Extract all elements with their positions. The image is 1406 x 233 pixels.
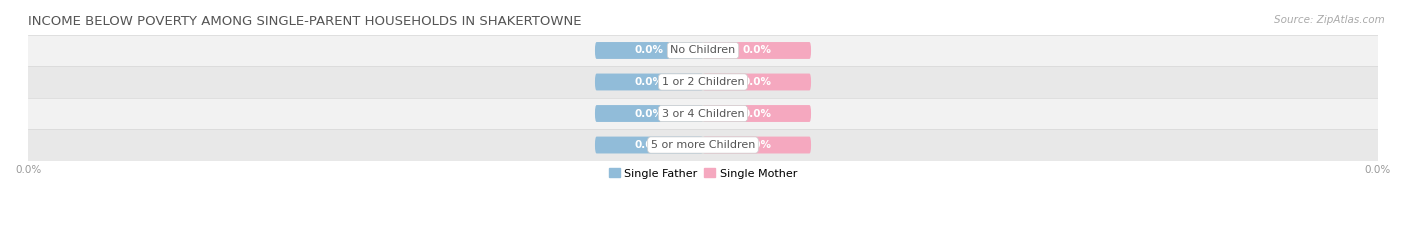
Bar (28, 98, 1378, 129)
Bar (28, 66, 1378, 98)
Text: 0.0%: 0.0% (742, 140, 772, 150)
FancyBboxPatch shape (703, 42, 811, 59)
Text: 3 or 4 Children: 3 or 4 Children (662, 109, 744, 119)
FancyBboxPatch shape (595, 42, 703, 59)
Text: 0.0%: 0.0% (634, 109, 664, 119)
FancyBboxPatch shape (703, 137, 811, 154)
FancyBboxPatch shape (703, 105, 811, 122)
Text: 1 or 2 Children: 1 or 2 Children (662, 77, 744, 87)
Bar (28, 129, 1378, 161)
Text: 5 or more Children: 5 or more Children (651, 140, 755, 150)
FancyBboxPatch shape (595, 74, 703, 90)
Text: INCOME BELOW POVERTY AMONG SINGLE-PARENT HOUSEHOLDS IN SHAKERTOWNE: INCOME BELOW POVERTY AMONG SINGLE-PARENT… (28, 15, 582, 28)
Legend: Single Father, Single Mother: Single Father, Single Mother (605, 164, 801, 183)
Text: 0.0%: 0.0% (634, 140, 664, 150)
Text: No Children: No Children (671, 45, 735, 55)
Bar (28, 35, 1378, 66)
Text: 0.0%: 0.0% (742, 77, 772, 87)
FancyBboxPatch shape (703, 74, 811, 90)
FancyBboxPatch shape (595, 105, 703, 122)
Text: 0.0%: 0.0% (742, 45, 772, 55)
Text: 0.0%: 0.0% (742, 109, 772, 119)
FancyBboxPatch shape (595, 137, 703, 154)
Text: Source: ZipAtlas.com: Source: ZipAtlas.com (1274, 15, 1385, 25)
Text: 0.0%: 0.0% (634, 45, 664, 55)
Text: 0.0%: 0.0% (634, 77, 664, 87)
